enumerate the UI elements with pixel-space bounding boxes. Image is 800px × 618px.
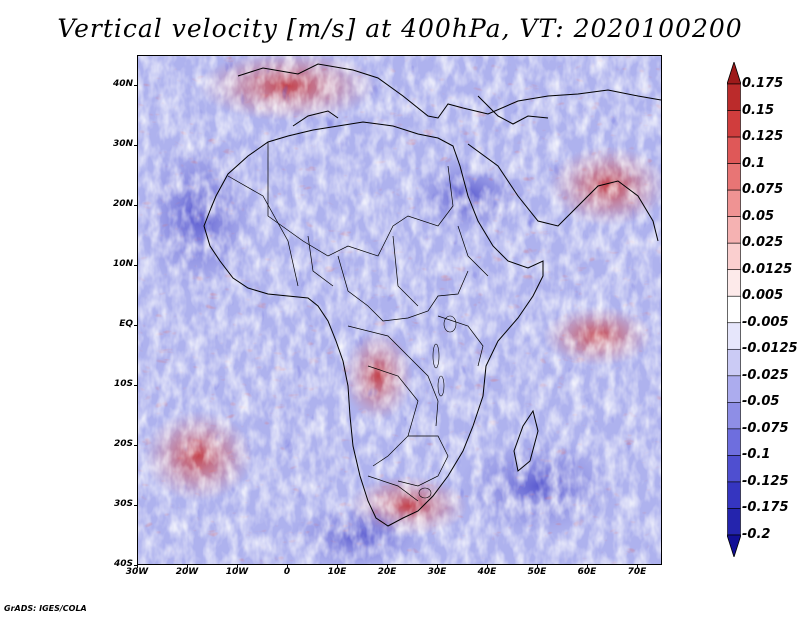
colorbar-label: 0.15 bbox=[742, 102, 775, 118]
lon-tick bbox=[187, 565, 188, 568]
lat-tick bbox=[134, 505, 137, 506]
lon-tick bbox=[137, 565, 138, 568]
colorbar-label: 0.125 bbox=[742, 129, 784, 145]
lat-tick-label: 40N bbox=[112, 79, 133, 89]
lon-tick bbox=[487, 565, 488, 568]
colorbar-swatch bbox=[727, 136, 741, 164]
lat-tick-label: 20S bbox=[113, 439, 133, 449]
colorbar-swatch bbox=[727, 402, 741, 430]
colorbar-label: 0.05 bbox=[742, 208, 775, 224]
vertical-velocity-map bbox=[138, 56, 661, 564]
colorbar-max-triangle bbox=[727, 62, 741, 85]
colorbar-swatch bbox=[727, 375, 741, 403]
lat-tick-label: 10S bbox=[113, 379, 133, 389]
colorbar-label: 0.025 bbox=[742, 235, 784, 251]
colorbar-label: -0.125 bbox=[742, 473, 789, 489]
lat-tick-label: 30S bbox=[113, 499, 133, 509]
lon-tick-label: 0 bbox=[283, 567, 291, 577]
lat-tick-label: EQ bbox=[119, 319, 133, 329]
lon-tick bbox=[587, 565, 588, 568]
lat-tick bbox=[134, 205, 137, 206]
colorbar-swatch bbox=[727, 455, 741, 483]
lon-tick bbox=[637, 565, 638, 568]
colorbar-label: -0.005 bbox=[742, 314, 789, 330]
map-plot-area bbox=[137, 55, 662, 565]
lat-tick bbox=[134, 85, 137, 86]
colorbar-label: -0.025 bbox=[742, 367, 789, 383]
colorbar-swatch bbox=[727, 110, 741, 138]
lat-tick bbox=[134, 445, 137, 446]
colorbar-label: -0.05 bbox=[742, 394, 780, 410]
colorbar-swatch bbox=[727, 83, 741, 111]
lon-tick-label: 50E bbox=[527, 567, 547, 577]
lat-tick-label: 40S bbox=[113, 559, 133, 569]
lat-tick bbox=[134, 565, 137, 566]
colorbar-label: 0.075 bbox=[742, 182, 784, 198]
footer-credit: GrADS: IGES/COLA bbox=[4, 604, 87, 613]
colorbar-label: -0.075 bbox=[742, 420, 789, 436]
lon-tick bbox=[537, 565, 538, 568]
colorbar-swatch bbox=[727, 481, 741, 509]
colorbar-swatch bbox=[727, 216, 741, 244]
colorbar-label: -0.0125 bbox=[742, 341, 798, 357]
lon-tick bbox=[437, 565, 438, 568]
lon-tick-label: 60E bbox=[577, 567, 597, 577]
chart-title: Vertical velocity [m/s] at 400hPa, VT: 2… bbox=[57, 14, 743, 43]
colorbar-swatch bbox=[727, 428, 741, 456]
colorbar-swatch bbox=[727, 242, 741, 271]
colorbar-swatch bbox=[727, 295, 741, 324]
lon-tick-label: 40E bbox=[477, 567, 497, 577]
lat-tick-label: 10N bbox=[112, 259, 133, 269]
colorbar-label: -0.1 bbox=[742, 447, 771, 463]
colorbar-label: 0.175 bbox=[742, 76, 784, 91]
colorbar-swatch bbox=[727, 189, 741, 217]
field-texture-white bbox=[138, 56, 661, 564]
country-borders bbox=[227, 142, 489, 502]
lon-tick-label: 20E bbox=[377, 567, 397, 577]
lat-tick bbox=[134, 385, 137, 386]
lon-tick bbox=[337, 565, 338, 568]
lat-tick-label: 30N bbox=[112, 139, 133, 149]
lat-tick-label: 20N bbox=[112, 199, 133, 209]
colorbar-swatch bbox=[727, 269, 741, 297]
lat-tick bbox=[134, 325, 137, 326]
colorbar-swatch bbox=[727, 508, 741, 536]
colorbar-label: 0.1 bbox=[742, 155, 766, 171]
lon-tick bbox=[287, 565, 288, 568]
lon-tick-label: 30E bbox=[427, 567, 447, 577]
lon-tick-label: 10E bbox=[327, 567, 347, 577]
lon-tick-label: 10W bbox=[225, 567, 249, 577]
colorbar bbox=[727, 62, 741, 557]
colorbar-label: -0.2 bbox=[742, 527, 771, 542]
lon-tick-label: 70E bbox=[627, 567, 647, 577]
lon-tick-label: 30W bbox=[125, 567, 149, 577]
colorbar-swatch bbox=[727, 322, 741, 350]
lon-tick bbox=[387, 565, 388, 568]
lat-tick bbox=[134, 265, 137, 266]
colorbar-label: 0.0125 bbox=[742, 261, 793, 277]
lon-tick bbox=[237, 565, 238, 568]
colorbar-label: -0.175 bbox=[742, 500, 789, 516]
colorbar-swatch bbox=[727, 348, 741, 377]
lon-tick-label: 20W bbox=[175, 567, 199, 577]
coastlines bbox=[203, 63, 661, 527]
colorbar-label: 0.005 bbox=[742, 288, 784, 304]
lat-tick bbox=[134, 145, 137, 146]
colorbar-swatch bbox=[727, 163, 741, 191]
lakes bbox=[418, 315, 457, 499]
colorbar-min-triangle bbox=[727, 534, 741, 557]
